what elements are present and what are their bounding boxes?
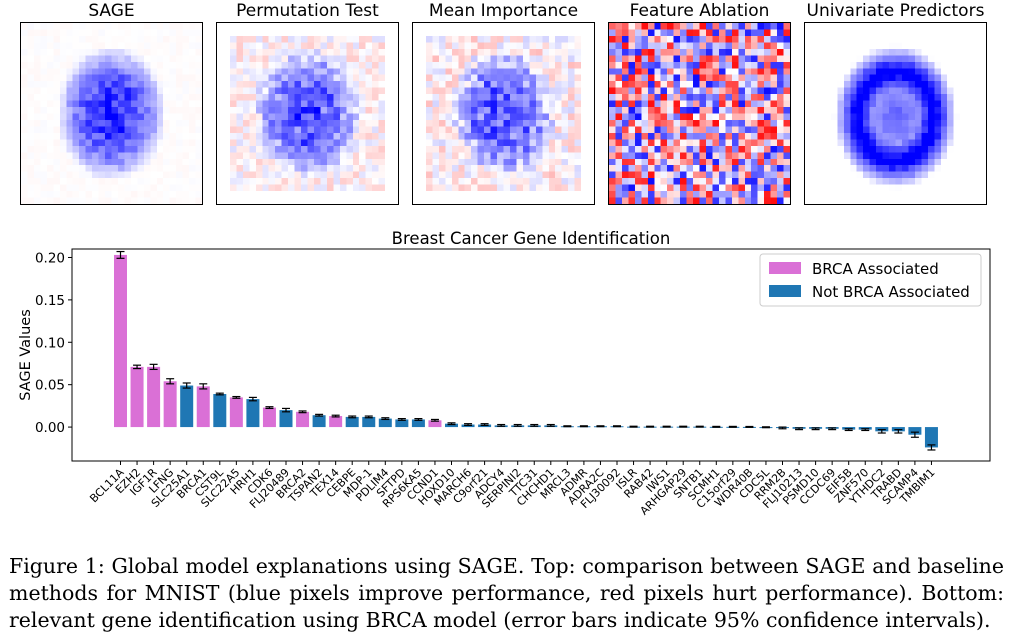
bar <box>130 366 144 428</box>
bar <box>163 381 177 428</box>
plot-frame <box>71 248 991 462</box>
legend-label-brca: BRCA Associated <box>812 260 939 278</box>
bar <box>196 386 210 428</box>
bar <box>147 366 161 428</box>
legend-swatch-brca <box>769 262 801 274</box>
y-tick-label: 0.20 <box>35 250 65 266</box>
bar <box>329 416 343 428</box>
plot-area: 0.000.050.100.150.20BCL11AEZH2IGF1RLFNGS… <box>35 250 938 518</box>
panel-title-feature-ablation: Feature Ablation <box>629 1 770 21</box>
bar <box>395 419 409 428</box>
legend-frame <box>759 253 982 307</box>
heatmap-canvas-univariate-predictors <box>805 23 986 204</box>
heatmap-feature-ablation <box>608 22 791 205</box>
bar <box>362 416 376 428</box>
legend: BRCA Associated Not BRCA Associated <box>759 253 982 307</box>
y-tick-label: 0.05 <box>35 378 65 394</box>
y-tick-label: 0.10 <box>35 335 65 351</box>
bar <box>213 394 227 428</box>
panel-title-sage: SAGE <box>88 1 135 21</box>
heatmap-permutation-test <box>216 22 399 205</box>
bar <box>428 420 442 428</box>
heatmap-canvas-sage <box>21 23 202 204</box>
y-axis-label: SAGE Values <box>18 309 34 401</box>
heatmap-canvas-mean-importance <box>413 23 594 204</box>
bar <box>445 423 458 428</box>
bar <box>312 415 326 428</box>
y-tick-label: 0.15 <box>35 293 65 309</box>
heatmap-canvas-feature-ablation <box>609 23 790 204</box>
heatmap-sage <box>20 22 203 205</box>
bar <box>262 407 276 428</box>
bar <box>378 418 392 428</box>
bar-chart: Breast Cancer Gene Identification 0.00 0.… <box>18 229 991 518</box>
heatmap-mean-importance <box>412 22 595 205</box>
bar <box>180 385 194 428</box>
bar <box>296 411 310 428</box>
chart-title: Breast Cancer Gene Identification <box>392 229 671 248</box>
legend-label-not-brca: Not BRCA Associated <box>812 283 970 301</box>
bar <box>279 410 293 428</box>
legend-swatch-not-brca <box>769 285 801 297</box>
bar <box>411 419 425 428</box>
panel-title-univariate-predictors: Univariate Predictors <box>806 1 985 21</box>
heatmap-univariate-predictors <box>804 22 987 205</box>
heatmap-canvas-permutation-test <box>217 23 398 204</box>
bar <box>924 427 938 448</box>
bar <box>345 416 359 428</box>
bar <box>908 427 922 435</box>
y-tick-label: 0.00 <box>35 420 65 436</box>
panel-title-mean-importance: Mean Importance <box>428 1 579 21</box>
panel-title-permutation-test: Permutation Test <box>236 1 379 21</box>
bar <box>229 397 243 428</box>
bar <box>246 399 260 428</box>
figure-caption: Figure 1: Global model explanations usin… <box>9 554 1004 632</box>
bar <box>114 254 127 428</box>
